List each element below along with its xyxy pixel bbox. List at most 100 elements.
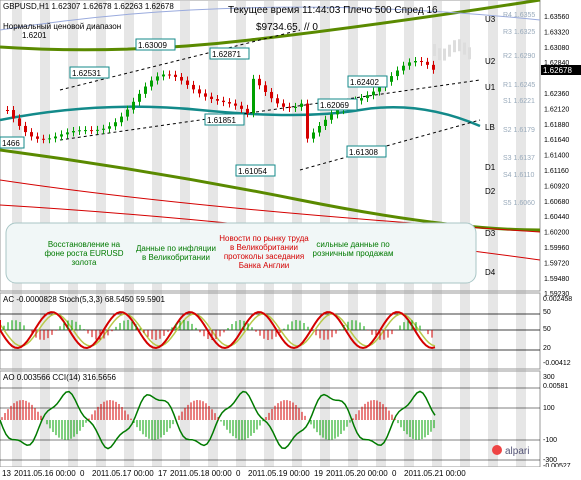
candle-body	[96, 129, 99, 131]
price-label: 1.62069	[320, 101, 349, 110]
candle-body	[60, 134, 63, 137]
candle-body	[276, 98, 279, 104]
price-label: 1.61308	[349, 148, 378, 157]
time-axis: 13 2011.05.16 00:00 0 2011.05.17 00:00 17 201…	[2, 469, 466, 478]
channel-title: Нормальный ценовой диапазон	[3, 22, 121, 31]
candle-body	[150, 80, 153, 87]
candle-body	[54, 136, 57, 139]
price-axis-label: 1.63320	[544, 29, 569, 36]
time-axis-label: 2011.05.21 00:00	[404, 469, 466, 478]
price-axis-label: 1.60440	[544, 214, 569, 221]
candle-body	[246, 108, 249, 114]
candle-body	[318, 125, 321, 133]
candle-body	[240, 105, 243, 109]
candle-body	[426, 61, 429, 65]
candle-body	[132, 101, 135, 110]
level-label-lb: LB	[485, 123, 495, 132]
price-axis-label: 1.61160	[544, 168, 569, 175]
candle-body	[108, 126, 111, 129]
level-label-u3: U3	[485, 15, 496, 24]
candle-body	[126, 109, 129, 117]
candle-body	[210, 96, 213, 100]
price-axis-label: 1.63560	[544, 14, 569, 21]
stoch-panel[interactable]	[0, 292, 541, 370]
candle-body	[114, 122, 117, 127]
price-label-box	[209, 47, 250, 60]
candle-body	[222, 100, 225, 103]
candle-body	[420, 61, 423, 63]
price-label-box	[0, 136, 25, 149]
main-panel[interactable]	[0, 0, 541, 292]
pivot-label: S5 1.6060	[503, 200, 535, 207]
trend-line	[59, 29, 301, 91]
price-axis-label: 1.61640	[544, 137, 569, 144]
cci-axis-label: -0.00527	[543, 463, 571, 470]
candle-body	[264, 85, 267, 92]
candle-body	[42, 138, 45, 140]
candle-body	[306, 103, 309, 139]
candle-body	[78, 130, 81, 132]
price-axis-label: 1.62120	[544, 106, 569, 113]
candle-body	[180, 76, 183, 81]
candle-body	[66, 132, 69, 135]
candle-body	[432, 64, 435, 70]
upper-band-line	[0, 6, 541, 31]
projection-candle	[463, 42, 466, 55]
pivot-label: R1 1.6245	[503, 82, 535, 89]
candle-body	[402, 65, 405, 71]
cci-axis: 300 0.00581 100 -100 -300-0.00527	[543, 374, 571, 470]
pivot-label: R2 1.6290	[503, 53, 535, 60]
price-label-box	[235, 164, 276, 177]
level-label-d4: D4	[485, 268, 496, 277]
price-axis-label: 1.62840	[544, 60, 569, 67]
candle-body	[162, 74, 165, 77]
projection-candle	[443, 48, 446, 61]
server-info: Текущее время 11:44:03 Плечо 500 Спред 1…	[228, 5, 438, 16]
price-label-box	[317, 98, 358, 111]
balance-suffix: // 0	[304, 22, 318, 33]
slow-ma-line	[0, 0, 541, 52]
candle-body	[120, 116, 123, 123]
projection-candle	[433, 44, 436, 56]
candle-body	[360, 98, 363, 101]
annotation-4: сильные данные по розничным продажам	[312, 240, 394, 258]
time-axis-label: 0	[236, 469, 241, 478]
candle-body	[102, 128, 105, 130]
price-label-box	[69, 66, 110, 79]
candle-body	[234, 103, 237, 106]
time-axis-label: 0	[392, 469, 397, 478]
watermark: alpari	[505, 446, 529, 457]
level-label-d2: D2	[485, 187, 496, 196]
alpari-logo-icon	[492, 445, 502, 455]
stoch-axis-label: 20	[543, 345, 551, 352]
pivot-label: R3 1.6325	[503, 29, 535, 36]
candle-body	[186, 80, 189, 85]
news-box	[5, 222, 477, 284]
level-label-d1: D1	[485, 163, 496, 172]
channel-value: 1.6201	[22, 31, 47, 40]
cci-line	[0, 390, 436, 450]
time-axis-label: 2011.05.20 00:00	[326, 469, 388, 478]
annotation-3: Новости по рынку труда в Великобритании …	[219, 234, 309, 270]
candle-body	[138, 93, 141, 102]
time-axis-label: 2011.05.17 00:00	[92, 469, 154, 478]
price-label-box	[346, 145, 387, 158]
price-label-box	[347, 75, 388, 88]
candle-body	[174, 74, 177, 77]
price-labels: 1.63009 1.62871 1.62531 1.62402 1.62069 1.618…	[0, 38, 388, 177]
price-label: 1466	[2, 139, 20, 148]
annotation-1: Восстановление на фоне роста EURUSD золо…	[44, 240, 124, 267]
pivot-label: R4 1.6355	[503, 12, 535, 19]
stoch-axis-label: 0.002458	[543, 296, 572, 303]
level-label-d3: D3	[485, 229, 496, 238]
price-axis-label: 1.63080	[544, 45, 569, 52]
pivot-label: S2 1.6179	[503, 127, 535, 134]
candle-body	[330, 114, 333, 120]
price-label-box	[204, 113, 245, 126]
projection-candle	[448, 44, 451, 57]
candle-body	[72, 130, 75, 133]
price-label: 1.61851	[207, 116, 236, 125]
candle-body	[408, 62, 411, 66]
candle-body	[24, 125, 27, 133]
